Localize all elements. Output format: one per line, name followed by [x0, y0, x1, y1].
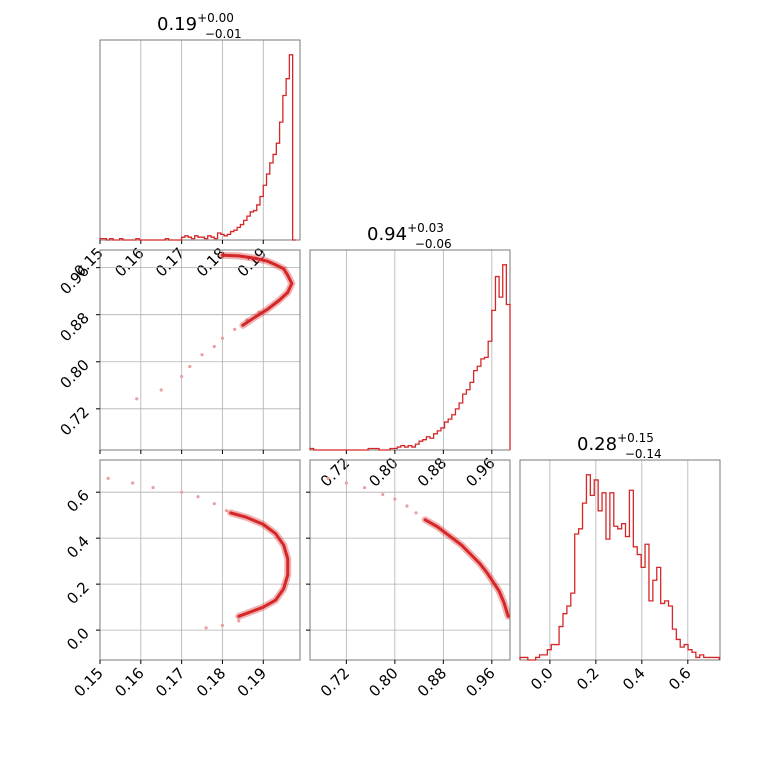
plot-area: [135, 251, 296, 401]
x-tick-label-3: 0.6: [665, 664, 695, 694]
sample-point-6: [220, 336, 225, 340]
sample-point-5: [212, 344, 216, 349]
sample-point-6: [414, 511, 418, 515]
panel-frame: [519, 459, 721, 661]
x-tick-label-1: 0.2: [573, 664, 603, 694]
hist-step-line: [99, 54, 296, 241]
y-tick-label-0: 0.72: [56, 403, 92, 439]
plot-area: [106, 476, 292, 630]
hist-step-line: [519, 474, 720, 661]
panel-frame: [99, 249, 301, 451]
y-tick-label-3: 0.6: [63, 486, 93, 516]
x-tick-label-1: 0.80: [365, 664, 401, 700]
sample-point-1: [159, 388, 163, 392]
sample-point-4: [200, 353, 204, 357]
sample-point-5: [405, 504, 409, 508]
sample-point-0: [326, 476, 330, 480]
panel-scatter-3-2: 0.72 0.80 0.88 0.96: [306, 459, 511, 700]
panel-hist-2: 0.72 0.80 0.88 0.96: [309, 249, 511, 490]
sample-point-4: [196, 495, 200, 499]
x-tick-label-2: 0.88: [414, 664, 450, 700]
contour-inner: [423, 518, 510, 618]
panel-frame: [309, 459, 511, 661]
y-tick-label-2: 0.88: [56, 309, 92, 345]
y-tick-label-2: 0.4: [63, 532, 93, 562]
panel-scatter-2-1: 0.720.800.880.96: [56, 249, 301, 454]
sample-point-1: [344, 481, 348, 485]
sample-point-7: [233, 327, 237, 332]
panel-frame: [99, 459, 301, 661]
sample-point-5: [212, 502, 216, 506]
x-tick-label-2: 0.4: [619, 664, 649, 694]
panel-hist-3: 0.0 0.2 0.4 0.6: [519, 459, 721, 694]
x-tick-label-1: 0.16: [111, 664, 147, 700]
hist-3-title: 0.28+0.15 −0.14: [577, 431, 662, 461]
sample-point-7: [204, 626, 208, 630]
sample-point-6: [224, 508, 229, 513]
x-tick-label-3: 0.18: [193, 664, 229, 700]
y-tick-label-1: 0.2: [63, 578, 93, 608]
x-tick-label-3: 0.96: [462, 664, 498, 700]
sample-point-3: [188, 364, 192, 369]
panel-frame: [309, 249, 511, 451]
hist-2-title: 0.94+0.03 −0.06: [367, 221, 452, 251]
sample-point-4: [393, 497, 397, 501]
hist-step-line: [309, 264, 511, 451]
y-tick-label-1: 0.80: [56, 356, 92, 392]
x-tick-label-0: 0.72: [317, 664, 353, 700]
y-tick-label-0: 0.0: [63, 624, 93, 654]
sample-point-8: [220, 623, 225, 628]
x-tick-label-0: 0.15: [70, 664, 106, 700]
contour-inner: [229, 511, 290, 618]
sample-point-1: [131, 481, 135, 485]
x-tick-label-4: 0.19: [234, 664, 270, 700]
sample-point-2: [362, 485, 367, 490]
x-tick-label-0: 0.0: [527, 664, 557, 694]
panel-frame: [99, 39, 301, 241]
plot-area: [326, 476, 510, 620]
x-tick-label-2: 0.17: [152, 664, 188, 700]
contour-inner: [220, 253, 294, 327]
sample-point-0: [106, 476, 110, 480]
sample-point-3: [180, 490, 184, 494]
sample-point-3: [381, 492, 385, 497]
sample-point-9: [237, 619, 241, 623]
contour-outer: [421, 516, 510, 620]
sample-point-2: [151, 485, 155, 490]
panel-scatter-3-1: 0.15 0.16 0.17 0.18 0.19 0.0 0.2 0.4 0.6: [63, 459, 301, 700]
panel-hist-1: 0.15 0.16 0.17 0.18 0.19: [70, 39, 301, 280]
sample-point-0: [135, 397, 139, 401]
hist-1-title: 0.19+0.00 −0.01: [157, 11, 242, 41]
contour-outer: [227, 509, 292, 620]
sample-point-2: [180, 374, 184, 379]
